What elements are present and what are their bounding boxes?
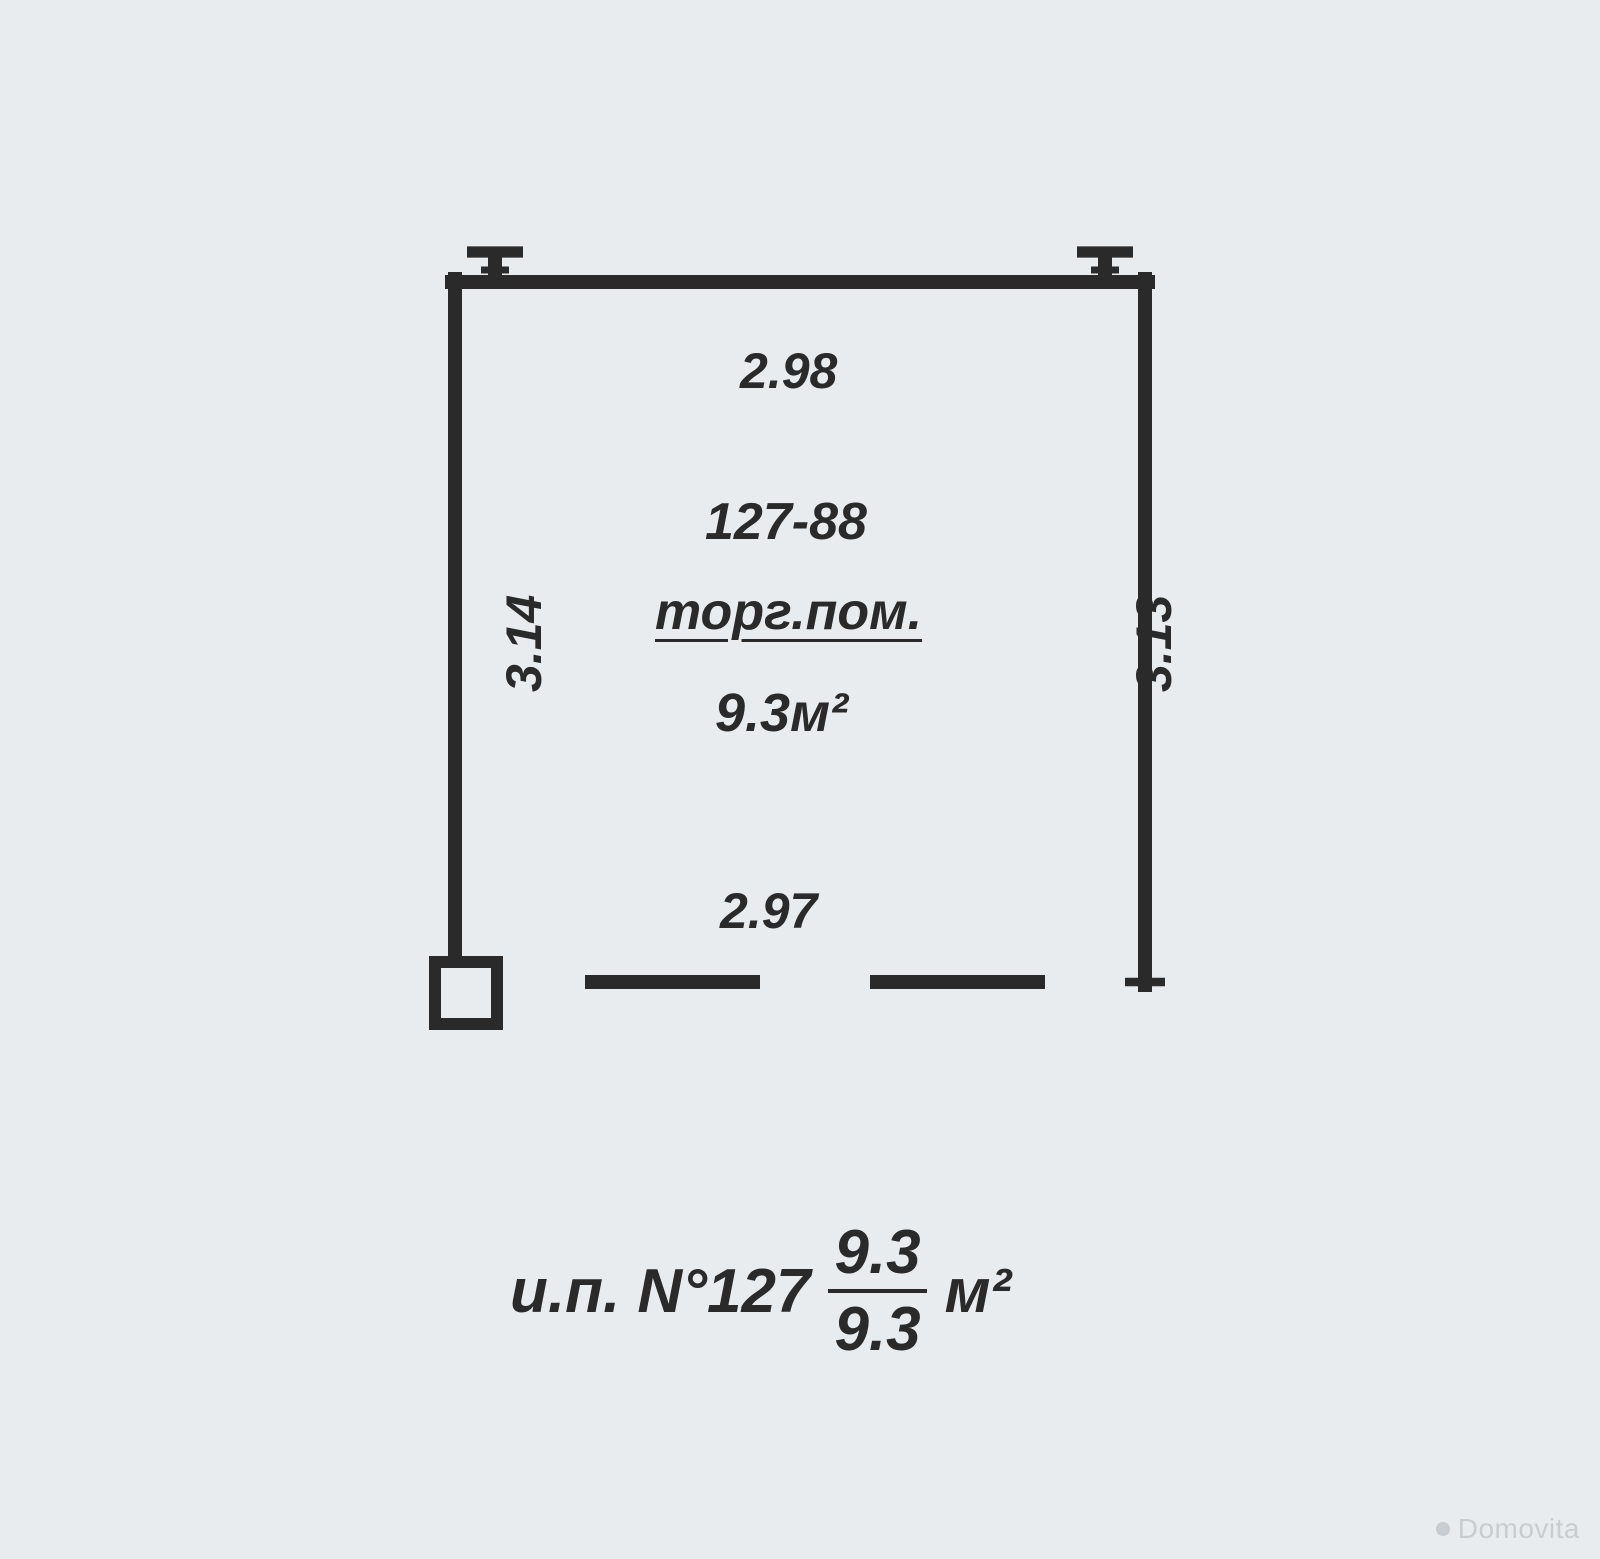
caption-unit: м² — [945, 1256, 1012, 1327]
caption-numerator: 9.3 — [828, 1220, 926, 1293]
watermark-dot-icon — [1436, 1522, 1450, 1536]
watermark: Domovita — [1436, 1513, 1580, 1545]
room-number-label: 127-88 — [705, 492, 867, 552]
caption-denominator: 9.3 — [834, 1293, 920, 1362]
plan-caption: и.п. N°127 9.3 9.3 м² — [510, 1220, 1011, 1362]
dimension-right: 3.13 — [1125, 595, 1183, 692]
dimension-bottom: 2.97 — [720, 882, 817, 940]
watermark-text: Domovita — [1458, 1513, 1580, 1545]
room-area-label: 9.3м² — [715, 682, 848, 744]
dimension-top: 2.98 — [740, 342, 837, 400]
caption-fraction: 9.3 9.3 — [828, 1220, 926, 1362]
caption-prefix: и.п. N°127 — [510, 1256, 810, 1327]
floorplan-canvas: 2.98 2.97 3.14 3.13 127-88 торг.пом. 9.3… — [0, 0, 1600, 1559]
dimension-left: 3.14 — [495, 595, 553, 692]
room-type-label: торг.пом. — [655, 582, 922, 642]
